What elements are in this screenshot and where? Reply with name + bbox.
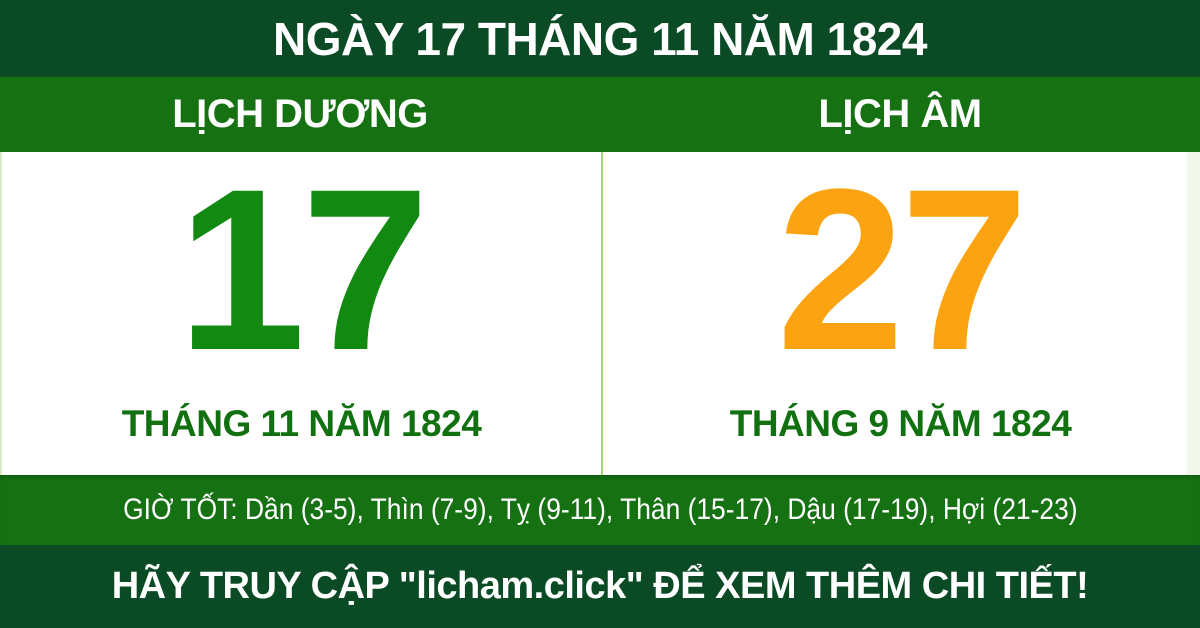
footer-call-to-action: HÃY TRUY CẬP "licham.click" ĐỂ XEM THÊM …	[111, 565, 1089, 607]
column-divider	[601, 152, 603, 475]
solar-day-number: 17	[177, 140, 430, 398]
lunar-month-year-label: THÁNG 9 NĂM 1824	[729, 403, 1072, 444]
good-hours-band: GIỜ TỐT: Dần (3-5), Thìn (7-9), Tỵ (9-11…	[0, 475, 1200, 545]
lunar-calendar-label: LỊCH ÂM	[818, 92, 982, 136]
solar-header-cell: LỊCH DƯƠNG	[0, 77, 600, 152]
date-banner: NGÀY 17 THÁNG 11 NĂM 1824	[0, 0, 1200, 77]
calendar-body: 17 THÁNG 11 NĂM 1824 27 THÁNG 9 NĂM 1824	[0, 152, 1200, 475]
lunar-column: 27 THÁNG 9 NĂM 1824	[601, 152, 1200, 475]
calendar-header-band: LỊCH DƯƠNG LỊCH ÂM	[0, 77, 1200, 152]
lunar-day-number: 27	[776, 140, 1029, 398]
solar-column: 17 THÁNG 11 NĂM 1824	[2, 152, 601, 475]
solar-calendar-label: LỊCH DƯƠNG	[172, 92, 428, 136]
solar-month-year-label: THÁNG 11 NĂM 1824	[121, 403, 482, 444]
date-banner-title: NGÀY 17 THÁNG 11 NĂM 1824	[273, 12, 927, 65]
footer-banner: HÃY TRUY CẬP "licham.click" ĐỂ XEM THÊM …	[0, 545, 1200, 628]
panel-edge-tint	[1187, 152, 1200, 475]
lunar-header-cell: LỊCH ÂM	[600, 77, 1200, 152]
good-hours-text: GIỜ TỐT: Dần (3-5), Thìn (7-9), Tỵ (9-11…	[122, 493, 1078, 526]
